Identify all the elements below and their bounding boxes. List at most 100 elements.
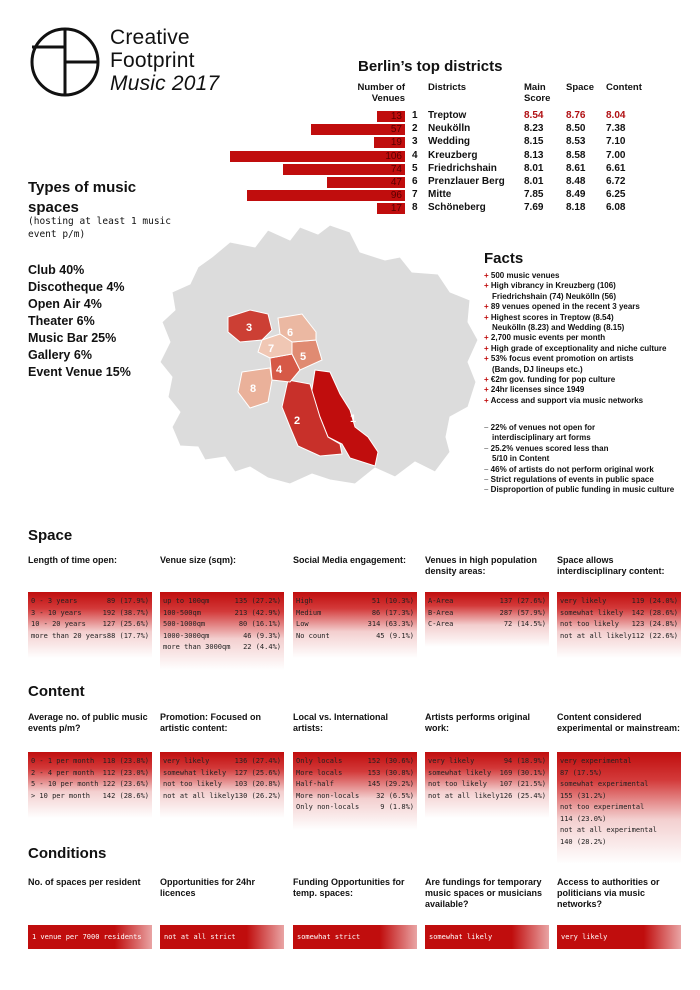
answer-bar: very likely bbox=[557, 925, 681, 949]
main-score: 8.13 bbox=[524, 149, 544, 161]
header-space: Space bbox=[566, 82, 594, 93]
answer-row: 0 - 3 years 89 (17.9%) bbox=[31, 597, 149, 605]
fact-item: + 89 venues opened in the recent 3 years bbox=[484, 302, 640, 312]
header-main-score: Main Score bbox=[524, 82, 551, 104]
content-score: 7.00 bbox=[606, 149, 626, 161]
district-name: Mitte bbox=[428, 189, 452, 201]
content-question-card: Artists performs original work: very like… bbox=[425, 712, 549, 818]
answer-gradient bbox=[557, 752, 681, 864]
district-rank: 1 bbox=[412, 110, 418, 121]
facts-list: + 500 music venues + High vibrancy in Kre… bbox=[484, 271, 694, 406]
district-rank: 6 bbox=[412, 176, 418, 187]
venue-count-bar: 57 bbox=[310, 124, 405, 136]
district-row: 47 6 Prenzlauer Berg 8.01 8.48 6.72 bbox=[0, 176, 700, 189]
district-rank: 2 bbox=[412, 123, 418, 135]
district-name: Schöneberg bbox=[428, 202, 486, 214]
berlin-district-map: 1 2 3 4 5 6 7 8 bbox=[159, 224, 479, 485]
space-score: 8.53 bbox=[566, 136, 586, 148]
answer-row: not too likely 103 (20.8%) bbox=[163, 780, 281, 788]
content-question-card: Promotion: Focused on artistic content: v… bbox=[160, 712, 284, 818]
question-label: Venues in high population density areas: bbox=[425, 555, 537, 576]
plus-icon: + bbox=[484, 395, 491, 405]
header-districts: Districts bbox=[428, 82, 467, 93]
answer-row: 0 - 1 per month 118 (23.8%) bbox=[31, 757, 149, 765]
district-name: Neukölln bbox=[428, 123, 471, 135]
space-question-card: Venue size (sqm): up to 100qm 135 (27.2%) 1… bbox=[160, 555, 284, 670]
plus-icon: + bbox=[484, 375, 491, 385]
space-score: 8.48 bbox=[566, 176, 586, 187]
answer-row: Half-half 145 (29.2%) bbox=[296, 780, 414, 788]
content-score: 7.10 bbox=[606, 136, 626, 148]
main-score: 8.23 bbox=[524, 123, 544, 135]
answer-row: more than 20 years 88 (17.7%) bbox=[31, 631, 150, 640]
answer-text: somewhat likely bbox=[429, 933, 493, 941]
answer-gradient bbox=[293, 752, 417, 830]
answer-row: 1000-3000qm 46 (9.3%) bbox=[163, 631, 281, 640]
answer-row: Low 314 (63.3%) bbox=[296, 620, 414, 628]
answer-bar: 1 venue per 7000 residents bbox=[28, 925, 152, 949]
fact-item: + 500 music venues bbox=[484, 271, 560, 280]
answer-text: very likely bbox=[561, 933, 608, 941]
answer-row: 10 - 20 years 127 (25.6%) bbox=[31, 620, 149, 628]
answer-list: Only locals 152 (30.6%) More locals 153 (30… bbox=[293, 756, 417, 814]
dash-icon: – bbox=[484, 475, 491, 485]
main-score: 7.69 bbox=[524, 202, 544, 214]
answer-row: very likely 119 (24.0%) bbox=[560, 597, 678, 605]
venue-count: 17 bbox=[390, 203, 402, 215]
answer-text: 1 venue per 7000 residents bbox=[32, 933, 142, 941]
venue-count: 106 bbox=[385, 150, 402, 162]
plus-icon: + bbox=[484, 343, 491, 353]
venue-count: 19 bbox=[390, 137, 402, 149]
answer-row: B-Area 287 (57.9%) bbox=[428, 608, 546, 617]
answer-bar: somewhat likely bbox=[425, 925, 549, 949]
plus-icon: + bbox=[484, 385, 491, 395]
dash-icon: – bbox=[484, 443, 491, 453]
answer-row: somewhat likely 169 (30.1%) bbox=[428, 768, 546, 777]
fact-item: + 2,700 music events per month bbox=[484, 333, 606, 343]
answer-row: Only non-locals 9 (1.8%) bbox=[296, 803, 414, 811]
venue-count: 96 bbox=[390, 190, 402, 202]
district-row: 74 5 Friedrichshain 8.01 8.61 6.61 bbox=[0, 163, 700, 176]
main-score: 8.54 bbox=[524, 110, 544, 121]
header-content: Content bbox=[606, 82, 642, 93]
plus-icon: + bbox=[484, 312, 491, 322]
answer-list: very likely 136 (27.4%) somewhat likely 127… bbox=[160, 756, 284, 802]
map-label-4: 4 bbox=[276, 364, 283, 376]
answer-row: up to 100qm 135 (27.2%) bbox=[163, 597, 281, 605]
content-question-card: Content considered experimental or mains… bbox=[557, 712, 681, 864]
answer-row: Medium 86 (17.3%) bbox=[296, 608, 414, 617]
district-rank: 7 bbox=[412, 189, 418, 201]
district-row: 19 3 Wedding 8.15 8.53 7.10 bbox=[0, 136, 700, 149]
dash-icon: – bbox=[484, 423, 491, 432]
content-title: Content bbox=[28, 683, 85, 700]
condition-card: Opportunities for 24hr licences not at al… bbox=[160, 877, 284, 949]
question-label: Promotion: Focused on artistic content: bbox=[160, 712, 261, 733]
content-score: 6.25 bbox=[606, 189, 626, 201]
creative-footprint-logo bbox=[30, 27, 100, 97]
answer-list: up to 100qm 135 (27.2%) 100-500qm 213 (42.9… bbox=[160, 596, 284, 654]
district-name: Prenzlauer Berg bbox=[428, 176, 505, 187]
venue-count: 74 bbox=[390, 163, 402, 175]
fact-item: + High grade of exceptionality and niche… bbox=[484, 343, 667, 353]
answer-row: High 51 (10.3%) bbox=[296, 597, 414, 605]
answer-row: very likely 94 (18.9%) bbox=[428, 757, 546, 765]
answer-row: somewhat likely 142 (28.6%) bbox=[560, 608, 678, 617]
content-question-card: Local vs. International artists: Only loc… bbox=[293, 712, 417, 830]
venue-count-bar: 47 bbox=[327, 177, 405, 188]
answer-list: very likely 94 (18.9%) somewhat likely 169 … bbox=[425, 756, 549, 802]
district-name: Treptow bbox=[428, 110, 467, 121]
dash-icon: – bbox=[484, 464, 491, 474]
space-question-card: Venues in high population density areas:… bbox=[425, 555, 549, 647]
district-rank: 4 bbox=[412, 149, 418, 161]
condition-card: Access to authorities or politicians via… bbox=[557, 877, 681, 949]
venue-count-bar: 106 bbox=[230, 150, 405, 162]
answer-row: not at all likely 112 (22.6%) bbox=[560, 631, 679, 640]
issues-list: – 22% of venues not open for interdiscipl… bbox=[484, 423, 694, 496]
answer-bar: somewhat strict bbox=[293, 925, 417, 949]
dash-icon: – bbox=[484, 485, 491, 495]
fact-item: Friedrichshain (74) Neukölln (56) bbox=[492, 291, 617, 301]
answer-gradient bbox=[160, 752, 284, 818]
main-score: 8.01 bbox=[524, 162, 544, 174]
fact-item: Neukölln (8.23) and Wedding (8.15) bbox=[492, 323, 625, 333]
space-score: 8.18 bbox=[566, 202, 586, 214]
